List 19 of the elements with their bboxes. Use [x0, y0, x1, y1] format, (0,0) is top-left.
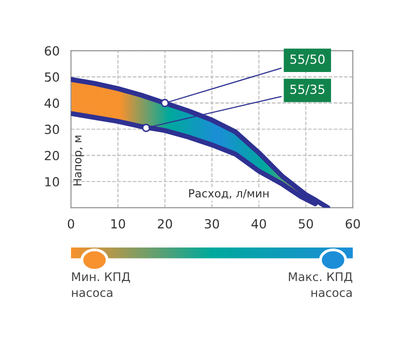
- y-tick-label: 40: [44, 98, 60, 108]
- x-tick-label: 10: [111, 219, 126, 229]
- x-tick-label: 40: [252, 219, 266, 229]
- y-axis-title: Напор, м: [73, 136, 84, 186]
- annotation: 55/35: [290, 84, 324, 96]
- y-tick-label: 10: [45, 177, 60, 186]
- x-axis-title: Расход, л/мин: [189, 189, 269, 199]
- text: Мин. КПД насоса: [72, 272, 130, 298]
- y-tick-label: 30: [44, 124, 60, 134]
- y-tick-label: 50: [44, 72, 60, 82]
- x-tick-label: 30: [204, 219, 220, 229]
- y-tick-label: 60: [44, 46, 60, 56]
- x-tick-label: 60: [346, 219, 360, 229]
- text: Макс. КПД насоса: [288, 272, 352, 298]
- y-tick-label: 20: [44, 150, 60, 160]
- x-tick-label: 0: [68, 219, 74, 229]
- x-tick-label: 20: [158, 219, 172, 229]
- x-tick-label: 50: [298, 219, 313, 229]
- annotation: 55/50: [290, 54, 325, 65]
